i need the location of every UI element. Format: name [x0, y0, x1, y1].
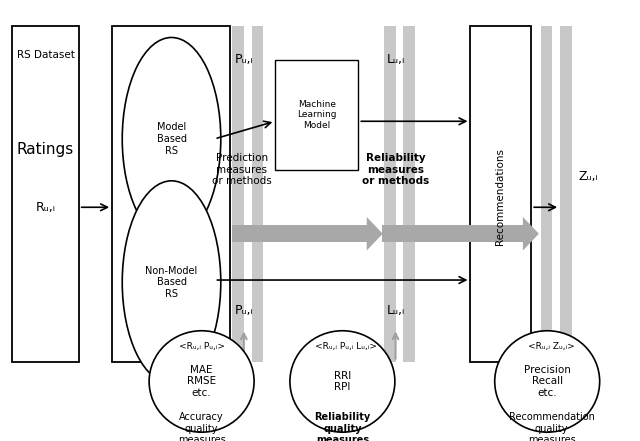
Ellipse shape — [122, 181, 221, 384]
Polygon shape — [523, 217, 539, 250]
Text: RS Dataset: RS Dataset — [17, 50, 74, 60]
Text: RRI
RPI: RRI RPI — [334, 371, 351, 392]
Text: Non-Model
Based
RS: Non-Model Based RS — [145, 265, 198, 299]
Bar — [541, 26, 552, 362]
Bar — [252, 26, 263, 362]
Bar — [232, 26, 244, 362]
Text: Machine
Learning
Model: Machine Learning Model — [297, 100, 337, 130]
Text: Precision
Recall
etc.: Precision Recall etc. — [524, 365, 571, 398]
Text: Pᵤ,ᵢ: Pᵤ,ᵢ — [234, 53, 253, 66]
Bar — [275, 60, 358, 170]
Text: <Rᵤ,ᵢ Pᵤ,ᵢ>: <Rᵤ,ᵢ Pᵤ,ᵢ> — [179, 342, 225, 351]
Text: Model
Based
RS: Model Based RS — [157, 122, 186, 156]
Bar — [12, 26, 79, 362]
Text: Lᵤ,ᵢ: Lᵤ,ᵢ — [387, 304, 404, 318]
Ellipse shape — [495, 331, 600, 432]
Polygon shape — [367, 217, 383, 250]
Text: Prediction
measures
or methods: Prediction measures or methods — [212, 153, 272, 187]
Text: Accuracy
quality
measures: Accuracy quality measures — [178, 412, 225, 441]
Text: MAE
RMSE
etc.: MAE RMSE etc. — [187, 365, 216, 398]
Bar — [384, 26, 396, 362]
Text: Recommendation
quality
measures: Recommendation quality measures — [509, 412, 595, 441]
Ellipse shape — [122, 37, 221, 240]
Bar — [382, 225, 523, 242]
Bar — [232, 225, 367, 242]
Text: Reliability
measures
or methods: Reliability measures or methods — [362, 153, 429, 187]
Bar — [112, 26, 230, 362]
Text: Reliability
quality
measures: Reliability quality measures — [314, 412, 371, 441]
Ellipse shape — [290, 331, 395, 432]
Text: Ratings: Ratings — [17, 142, 74, 157]
Bar — [403, 26, 415, 362]
Text: Recommendations: Recommendations — [495, 148, 506, 245]
Bar — [470, 26, 531, 362]
Text: Pᵤ,ᵢ: Pᵤ,ᵢ — [234, 304, 253, 318]
Text: Zᵤ,ᵢ: Zᵤ,ᵢ — [579, 170, 598, 183]
Text: Lᵤ,ᵢ: Lᵤ,ᵢ — [387, 53, 404, 66]
Text: Rᵤ,ᵢ: Rᵤ,ᵢ — [35, 201, 56, 214]
Text: <Rᵤ,ᵢ Pᵤ,ᵢ Lᵤ,ᵢ>: <Rᵤ,ᵢ Pᵤ,ᵢ Lᵤ,ᵢ> — [315, 342, 376, 351]
Bar — [560, 26, 572, 362]
Text: <Rᵤ,ᵢ Zᵤ,ᵢ>: <Rᵤ,ᵢ Zᵤ,ᵢ> — [528, 342, 575, 351]
Ellipse shape — [149, 331, 254, 432]
